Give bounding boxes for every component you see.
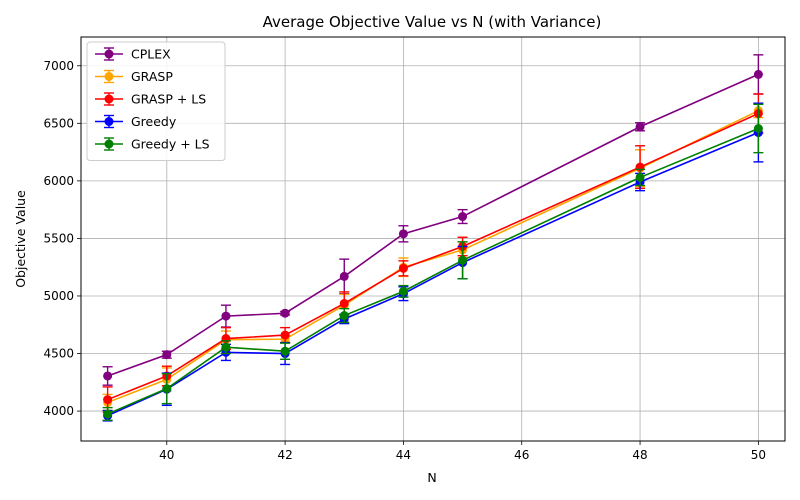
x-tick-label: 40 bbox=[159, 448, 174, 462]
x-tick-label: 42 bbox=[277, 448, 292, 462]
x-tick-label: 48 bbox=[632, 448, 647, 462]
data-point bbox=[635, 172, 645, 182]
legend-label: Greedy + LS bbox=[131, 137, 210, 152]
legend-label: GRASP + LS bbox=[131, 92, 206, 107]
data-point bbox=[398, 229, 408, 239]
data-point bbox=[221, 342, 231, 352]
legend-marker bbox=[104, 117, 114, 126]
data-point bbox=[221, 311, 231, 321]
data-point bbox=[162, 384, 172, 394]
data-point bbox=[339, 311, 349, 321]
data-point bbox=[635, 122, 645, 132]
data-point bbox=[398, 263, 408, 273]
data-point bbox=[753, 69, 763, 79]
legend-marker bbox=[104, 139, 114, 149]
legend-entry: GRASP bbox=[95, 69, 173, 84]
legend-label: CPLEX bbox=[131, 47, 171, 62]
y-tick-label: 5000 bbox=[43, 289, 74, 303]
legend-box bbox=[86, 41, 226, 161]
plot-frame bbox=[80, 36, 786, 442]
data-point bbox=[280, 346, 290, 356]
y-tick-label: 4500 bbox=[43, 347, 74, 361]
y-axis-label: Objective Value bbox=[13, 190, 28, 288]
y-tick-label: 6500 bbox=[43, 116, 74, 130]
y-tick-label: 5500 bbox=[43, 231, 74, 245]
data-point bbox=[398, 286, 408, 296]
legend-label: Greedy bbox=[131, 114, 177, 129]
x-axis-label: N bbox=[427, 470, 436, 485]
data-point bbox=[162, 350, 172, 360]
data-point bbox=[339, 271, 349, 281]
y-tick-label: 6000 bbox=[43, 174, 74, 188]
y-tick-label: 7000 bbox=[43, 59, 74, 73]
data-point bbox=[458, 212, 468, 222]
legend-marker bbox=[104, 72, 114, 81]
legend-marker bbox=[104, 49, 114, 59]
legend-entry: GRASP + LS bbox=[95, 92, 206, 107]
legend-entry: Greedy + LS bbox=[95, 137, 210, 152]
data-point bbox=[103, 395, 113, 405]
chart-title: Average Objective Value vs N (with Varia… bbox=[263, 13, 602, 31]
x-tick-label: 50 bbox=[751, 448, 766, 462]
series-greedy-ls bbox=[102, 103, 764, 421]
axis-ticks: 40 42 44 46 48 50 4000 4500 5000 5500 6000 6500 7000 bbox=[43, 59, 766, 462]
data-point bbox=[280, 308, 290, 318]
x-tick-label: 46 bbox=[514, 448, 529, 462]
data-point bbox=[103, 409, 113, 419]
data-point bbox=[103, 371, 113, 381]
series-layer bbox=[102, 54, 764, 422]
legend-marker bbox=[104, 94, 114, 104]
data-point bbox=[339, 298, 349, 308]
data-point bbox=[280, 330, 290, 340]
legend-entry: Greedy bbox=[95, 114, 177, 129]
x-tick-label: 44 bbox=[396, 448, 411, 462]
legend-label: GRASP bbox=[131, 69, 173, 84]
data-point bbox=[753, 124, 763, 134]
y-tick-label: 4000 bbox=[43, 404, 74, 418]
legend-entry: CPLEX bbox=[95, 47, 171, 62]
legend: CPLEX GRASP GRASP + LS Greedy Greedy + LS bbox=[86, 41, 226, 161]
data-point bbox=[458, 255, 468, 265]
